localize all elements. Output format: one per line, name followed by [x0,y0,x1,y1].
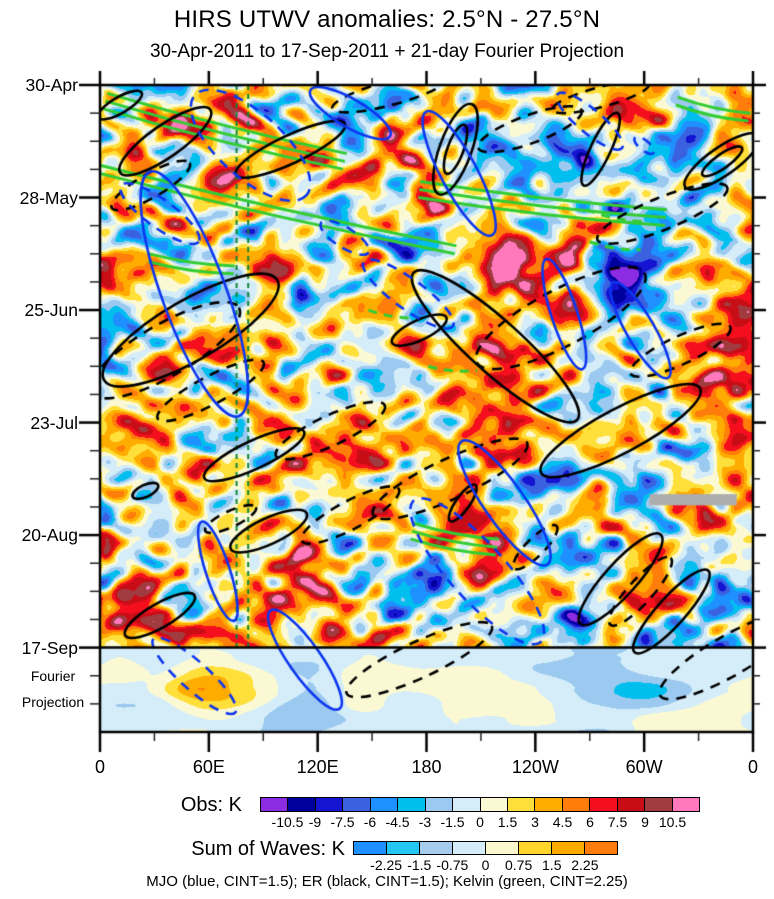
x-tick-label: 180 [411,757,442,777]
colorbar-segment [315,798,344,811]
colorbar-tick-label: 1.5 [542,857,562,873]
colorbar-tick-label: 3 [531,814,539,830]
fourier-label-line-1: Fourier [30,668,76,684]
colorbar-segment [486,842,519,854]
page-title: HIRS UTWV anomalies: 2.5°N - 27.5°N [173,6,601,33]
colorbar-tick-label: -4.5 [385,814,410,830]
x-tick-label: 120W [511,757,559,777]
fourier-label-line-2: Projection [21,694,85,710]
colorbar-tick-label: 2.25 [571,857,599,873]
colorbar-segment [453,798,481,811]
x-tick-label: 60E [192,757,225,777]
colorbar-segment [288,798,316,811]
colorbar-tick-label: 1.5 [497,814,518,830]
colorbar-segment [261,798,289,811]
colorbar-segment [617,798,646,811]
colorbar-tick-label: 0 [476,814,484,830]
colorbar-segment [507,798,536,811]
colorbar-tick-label: 0 [481,857,490,873]
page-subtitle: 30-Apr-2011 to 17-Sep-2011 + 21-day Four… [149,41,625,62]
colorbar-segment [645,798,673,811]
colorbar-tick-label: -7.5 [330,814,355,830]
y-tick-label: 20-Aug [21,525,78,546]
y-tick-label: 17-Sep [21,637,78,658]
x-tick-label: 120E [296,757,339,777]
colorbar-segment [370,798,399,811]
colorbar-segment [535,798,563,811]
colorbar-tick-label: 4.5 [552,814,573,830]
colorbar-segment [672,798,699,811]
colorbar-tick-label: 0.75 [505,857,533,873]
y-tick-label: 25-Jun [24,300,78,321]
colorbar-tick-label: 7.5 [607,814,628,830]
y-tick-label: 28-May [19,187,78,208]
colorbar-tick-label: -3 [418,814,432,830]
colorbar-segment [562,798,591,811]
colorbar-segment [480,798,508,811]
colorbar-segment [387,842,420,854]
colorbar-tick-label: 10.5 [658,814,687,830]
colorbar-tick-label: -6 [363,814,377,830]
colorbar-tick-label: -2.25 [370,857,403,873]
colorbar-segment [343,798,371,811]
colorbar-tick-label: 9 [641,814,649,830]
colorbar-tick-label: -1.5 [407,857,432,873]
colorbar-segment [519,842,552,854]
colorbar-tick-label: 6 [586,814,594,830]
x-tick-label: 0 [94,757,105,777]
colorbar-segment [398,798,426,811]
x-tick-label: 60W [625,757,663,777]
x-tick-label: 0 [747,757,758,777]
colorbar-segment [420,842,453,854]
colorbar-segment [425,798,454,811]
y-tick-label: 23-Jul [30,412,78,433]
colorbar-tick-label: -10.5 [271,814,304,830]
colorbar-segment [590,798,618,811]
colorbar-tick-label: -0.75 [436,857,469,873]
y-tick-label: 30-Apr [25,75,78,95]
sum-of-waves-colorbar-label: Sum of Waves: K [191,838,345,860]
colorbar-segment [354,842,387,854]
colorbar-tick-label: -1.5 [440,814,465,830]
sum-of-waves-colorbar [353,841,618,855]
colorbar-segment [585,842,617,854]
colorbar-tick-label: -9 [308,814,322,830]
colorbar-segment [453,842,486,854]
colorbar-segment [552,842,585,854]
obs-colorbar [260,797,700,812]
obs-colorbar-label: Obs: K [180,794,242,816]
contour-legend-caption: MJO (blue, CINT=1.5); ER (black, CINT=1.… [146,873,628,890]
